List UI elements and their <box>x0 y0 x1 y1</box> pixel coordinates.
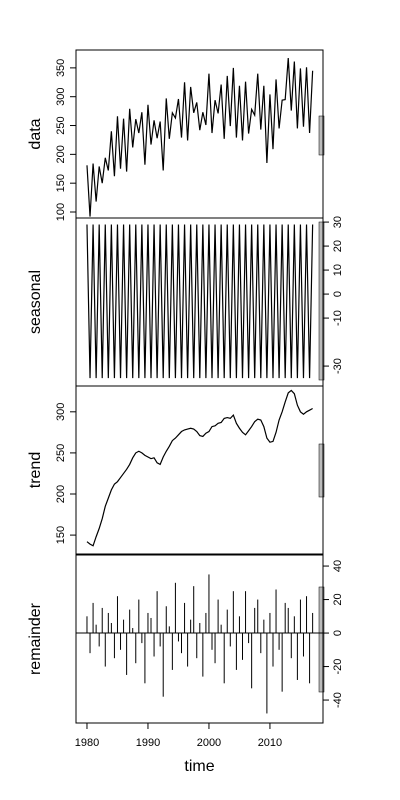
x-tick-label: 1980 <box>75 737 99 749</box>
y-tick-label: 250 <box>55 116 67 134</box>
scale-bar <box>318 221 325 381</box>
y-tick-label: 350 <box>55 59 67 77</box>
x-tick-label: 1990 <box>136 737 160 749</box>
y-tick-label: -10 <box>332 310 344 326</box>
panel-frame <box>75 49 324 219</box>
y-tick-label: 150 <box>55 526 67 544</box>
series-line <box>86 224 314 379</box>
y-tick-label: 250 <box>55 444 67 462</box>
scale-bar <box>318 586 325 693</box>
y-tick-label: 30 <box>332 216 344 228</box>
series-line <box>86 389 313 547</box>
panel-frame <box>75 554 324 724</box>
y-tick-label: -30 <box>332 358 344 374</box>
y-tick-label: 20 <box>332 240 344 252</box>
scale-bar <box>318 115 325 156</box>
y-axis-title: data <box>27 118 44 149</box>
scale-bar <box>318 443 325 498</box>
y-tick-label: -40 <box>332 692 344 708</box>
y-tick-label: -20 <box>332 659 344 675</box>
y-tick-label: 150 <box>55 174 67 192</box>
y-axis-title: seasonal <box>27 270 44 334</box>
x-tick-label: 2010 <box>258 737 282 749</box>
x-tick-label: 2000 <box>197 737 221 749</box>
series-line <box>86 58 314 217</box>
y-tick-label: 300 <box>55 403 67 421</box>
y-tick-label: 0 <box>332 291 344 297</box>
y-tick-label: 200 <box>55 145 67 163</box>
y-axis-title: remainder <box>27 602 44 675</box>
y-tick-label: 20 <box>332 593 344 605</box>
y-axis-title: trend <box>27 452 44 488</box>
y-tick-label: 40 <box>332 560 344 572</box>
y-tick-label: 10 <box>332 264 344 276</box>
y-tick-label: 100 <box>55 203 67 221</box>
x-axis-title: time <box>184 758 214 775</box>
panel-frame <box>75 385 324 555</box>
y-tick-label: 300 <box>55 88 67 106</box>
y-tick-label: 200 <box>55 485 67 503</box>
y-tick-label: 0 <box>332 630 344 636</box>
